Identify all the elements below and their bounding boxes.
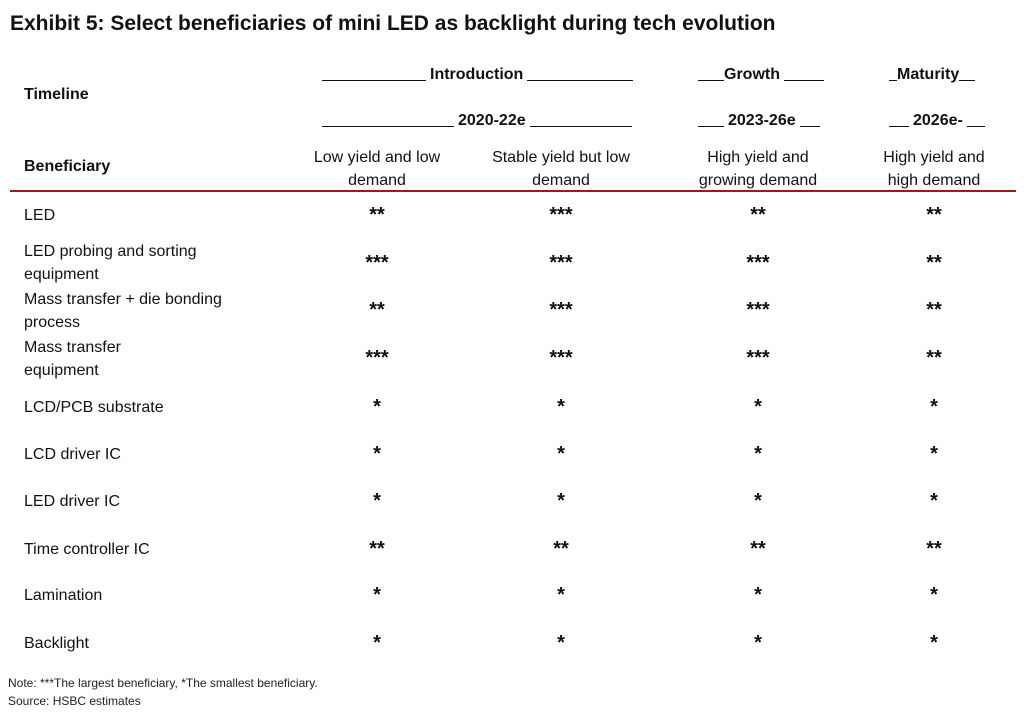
- rating-cell: *: [930, 632, 938, 654]
- rating-cell: *: [557, 396, 565, 418]
- footnote-source: Source: HSBC estimates: [8, 694, 141, 708]
- rating-cell: *: [373, 396, 381, 418]
- stage-header: Stable yield but low demand: [492, 149, 630, 189]
- rule-line: [322, 125, 454, 127]
- rule-line: [889, 79, 897, 81]
- phase-maturity-label: Maturity: [897, 66, 960, 83]
- row-label: Time controller IC: [24, 541, 150, 558]
- rating-cell: *: [754, 396, 762, 418]
- row-label: Lamination: [24, 587, 103, 604]
- rating-cell: *: [373, 490, 381, 512]
- rule-line: [322, 79, 426, 81]
- rating-cell: ***: [549, 347, 573, 369]
- rating-cell: *: [754, 632, 762, 654]
- rating-cell: ***: [746, 299, 770, 321]
- rating-cell: *: [754, 490, 762, 512]
- phase-introduction: Introduction: [322, 62, 634, 84]
- rating-cell: *: [373, 632, 381, 654]
- rule-line: [966, 125, 985, 127]
- rating-cell: **: [750, 538, 766, 560]
- rule-line: [698, 79, 724, 81]
- rule-line: [799, 125, 820, 127]
- period-maturity-label: 2026e-: [913, 112, 963, 129]
- rule-line: [784, 79, 824, 81]
- row-label: LED probing and sorting equipment: [24, 243, 197, 283]
- rating-cell: **: [926, 299, 942, 321]
- rule-line: [889, 125, 909, 127]
- header-divider: [10, 190, 1016, 192]
- period-growth: 2023-26e: [698, 108, 820, 130]
- row-label: LCD/PCB substrate: [24, 399, 164, 416]
- rating-cell: **: [926, 538, 942, 560]
- phase-maturity: Maturity: [889, 62, 976, 84]
- rating-cell: ***: [365, 347, 389, 369]
- rating-cell: *: [557, 632, 565, 654]
- row-label: LED: [24, 207, 56, 224]
- row-label: Mass transfer equipment: [24, 339, 121, 379]
- rating-cell: *: [557, 490, 565, 512]
- rating-cell: **: [926, 252, 942, 274]
- rule-line: [529, 125, 632, 127]
- rating-cell: ***: [365, 252, 389, 274]
- rating-cell: **: [750, 204, 766, 226]
- beneficiary-label: Beneficiary: [24, 158, 111, 175]
- stage-header: Low yield and low demand: [313, 149, 441, 189]
- period-growth-label: 2023-26e: [728, 112, 796, 129]
- row-label: Backlight: [24, 635, 89, 652]
- rating-cell: *: [930, 396, 938, 418]
- rule-line: [527, 79, 634, 81]
- footnote-note: Note: ***The largest beneficiary, *The s…: [8, 676, 318, 690]
- rating-cell: *: [373, 443, 381, 465]
- timeline-label: Timeline: [24, 86, 89, 103]
- phase-growth-label: Growth: [724, 66, 780, 83]
- rating-cell: ***: [746, 347, 770, 369]
- row-label: LCD driver IC: [24, 446, 121, 463]
- rating-cell: **: [369, 299, 385, 321]
- rating-cell: ***: [549, 252, 573, 274]
- rating-cell: **: [369, 538, 385, 560]
- rating-cell: *: [754, 443, 762, 465]
- rating-cell: *: [930, 490, 938, 512]
- rating-cell: *: [557, 443, 565, 465]
- rating-cell: ***: [549, 299, 573, 321]
- row-label: LED driver IC: [24, 493, 121, 510]
- rating-cell: **: [926, 347, 942, 369]
- rating-cell: *: [930, 584, 938, 606]
- period-introduction-label: 2020-22e: [458, 112, 526, 129]
- phase-growth: Growth: [698, 62, 824, 84]
- rule-line: [698, 125, 724, 127]
- rule-line: [959, 79, 976, 81]
- rating-cell: ***: [746, 252, 770, 274]
- row-label: Mass transfer + die bonding process: [24, 291, 222, 331]
- stage-header: High yield and high demand: [883, 149, 985, 189]
- period-introduction: 2020-22e: [322, 108, 632, 130]
- period-maturity: 2026e-: [889, 108, 985, 130]
- stage-header: High yield and growing demand: [698, 149, 818, 189]
- rating-cell: *: [373, 584, 381, 606]
- exhibit-title: Exhibit 5: Select beneficiaries of mini …: [10, 12, 776, 35]
- rating-cell: ***: [549, 204, 573, 226]
- rating-cell: *: [754, 584, 762, 606]
- rating-cell: *: [557, 584, 565, 606]
- rating-cell: **: [369, 204, 385, 226]
- rating-cell: *: [930, 443, 938, 465]
- rating-cell: **: [926, 204, 942, 226]
- rating-cell: **: [553, 538, 569, 560]
- phase-introduction-label: Introduction: [430, 66, 524, 83]
